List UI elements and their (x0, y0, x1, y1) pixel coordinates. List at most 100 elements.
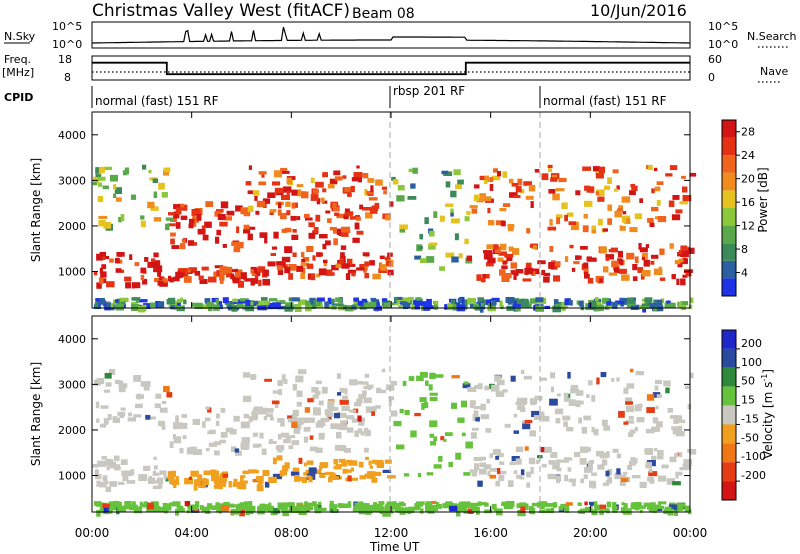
echo-cell (338, 424, 348, 428)
echo-cell (386, 255, 391, 261)
echo-cell (284, 246, 293, 253)
echo-cell (580, 508, 585, 514)
echo-cell (669, 456, 677, 463)
echo-cell (520, 407, 526, 413)
echo-cell (367, 386, 372, 391)
echo-cell (374, 504, 383, 510)
echo-cell (336, 213, 346, 219)
echo-cell (379, 389, 386, 394)
echo-cell (100, 278, 107, 284)
cpid-segment-label: normal (fast) 151 RF (95, 94, 219, 108)
echo-cell (267, 192, 276, 198)
power-colorbar-label: Power [dB] (756, 167, 770, 232)
echo-cell (382, 469, 392, 473)
echo-cell (498, 474, 505, 482)
echo-cell (335, 303, 344, 307)
echo-cell (369, 260, 375, 266)
echo-cell (515, 186, 522, 193)
echo-cell (161, 425, 166, 430)
colorbar-swatch (722, 155, 736, 173)
echo-cell (247, 233, 253, 241)
echo-cell (356, 216, 361, 221)
echo-cell (473, 456, 483, 462)
echo-cell (597, 464, 605, 470)
echo-cell (192, 216, 199, 223)
cpid-segment-label: rbsp 201 RF (393, 84, 465, 98)
echo-cell (613, 265, 620, 271)
echo-cell (300, 252, 305, 258)
echo-cell (667, 408, 674, 413)
echo-cell (575, 190, 581, 196)
echo-cell (318, 400, 324, 406)
echo-cell (194, 479, 202, 486)
echo-cell (248, 469, 257, 474)
echo-cell (471, 471, 478, 477)
echo-cell (162, 502, 168, 510)
echo-cell (593, 428, 599, 436)
echo-cell (284, 227, 292, 233)
echo-cell (575, 255, 580, 260)
echo-cell (210, 469, 217, 473)
echo-cell (657, 216, 667, 223)
echo-cell (315, 447, 323, 453)
velocity-echo-cells (92, 368, 697, 517)
echo-cell (347, 501, 352, 508)
echo-cell (168, 275, 172, 282)
echo-cell (219, 274, 225, 281)
echo-cell (335, 263, 344, 268)
echo-cell (591, 301, 597, 308)
echo-cell (653, 268, 663, 276)
echo-cell (114, 417, 120, 424)
echo-cell (198, 484, 207, 489)
echo-cell (155, 393, 162, 399)
echo-cell (344, 469, 352, 473)
date-label: 10/Jun/2016 (590, 1, 687, 20)
echo-cell (247, 205, 254, 212)
y-tick-label: 3000 (58, 174, 86, 187)
echo-cell (597, 196, 605, 202)
echo-cell (570, 388, 579, 394)
echo-cell (115, 268, 122, 273)
echo-cell (390, 410, 398, 417)
colorbar-tick-label: -200 (741, 469, 766, 482)
colorbar-swatch (722, 225, 736, 244)
echo-cell (668, 200, 675, 207)
echo-cell (336, 431, 342, 439)
echo-cell (632, 276, 638, 281)
echo-cell (623, 387, 629, 394)
echo-cell (277, 380, 283, 386)
echo-cell (308, 232, 316, 239)
echo-cell (675, 503, 681, 509)
echo-cell (180, 297, 184, 302)
echo-cell (97, 176, 106, 181)
echo-cell (676, 419, 686, 424)
echo-cell (122, 474, 129, 482)
echo-cell (650, 260, 655, 265)
echo-cell (334, 444, 344, 451)
echo-cell (450, 299, 456, 306)
echo-cell (456, 509, 461, 517)
echo-cell (479, 305, 484, 313)
echo-cell (338, 304, 347, 311)
echo-cell (308, 222, 315, 228)
echo-cell (460, 400, 467, 408)
echo-cell (239, 509, 245, 517)
power-y-axis-label: Slant Range [km] (29, 158, 43, 262)
echo-cell (163, 385, 170, 393)
echo-cell (353, 297, 359, 302)
echo-cell (264, 236, 268, 244)
echo-cell (316, 304, 324, 308)
echo-cell (201, 506, 208, 513)
echo-cell (289, 435, 296, 439)
echo-cell (668, 303, 676, 308)
echo-cell (589, 501, 595, 505)
echo-cell (313, 469, 322, 475)
echo-cell (341, 226, 350, 233)
echo-cell (366, 471, 376, 477)
echo-cell (297, 189, 302, 196)
echo-cell (113, 455, 120, 462)
echo-cell (259, 432, 264, 439)
echo-cell (316, 252, 322, 257)
echo-cell (233, 246, 241, 253)
y-tick-label: 2000 (58, 424, 86, 437)
